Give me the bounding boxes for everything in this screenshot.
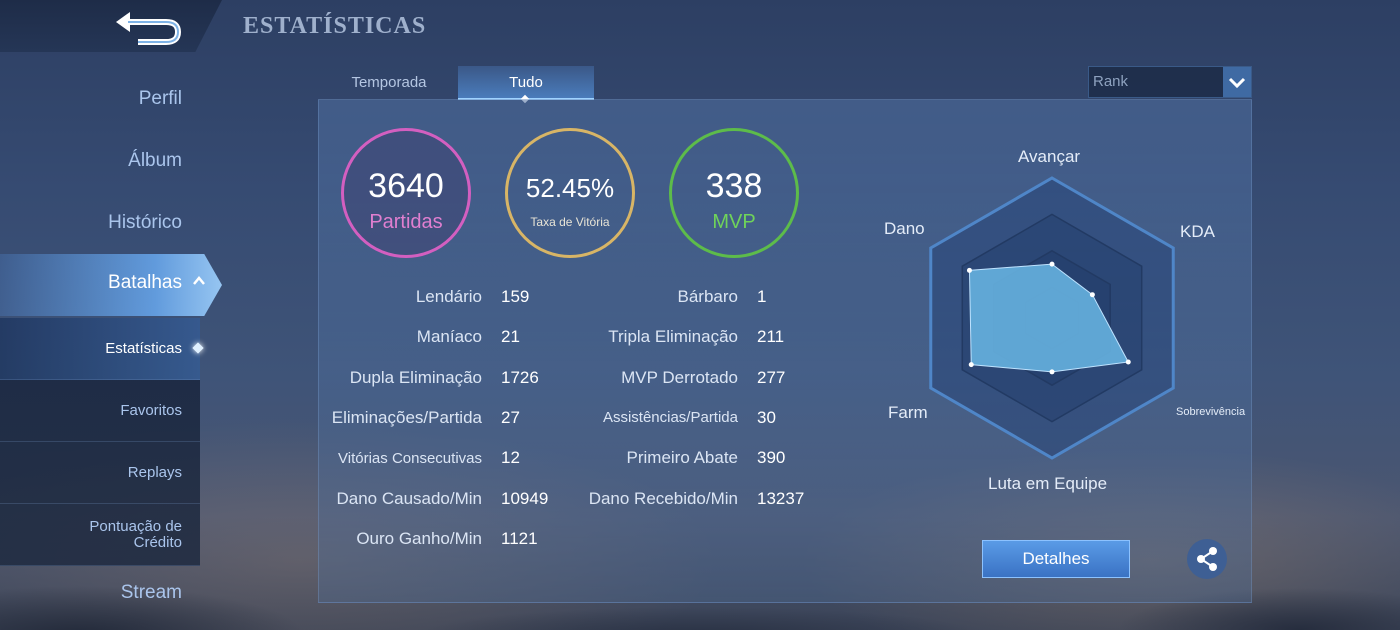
stat-label-assistencias: Assistências/Partida: [602, 409, 738, 426]
sidebar-item-perfil[interactable]: Perfil: [138, 88, 182, 109]
mvp-value: 338: [705, 167, 763, 205]
win-rate-ring: 52.45% Taxa de Vitória: [505, 128, 635, 258]
radar-label-kda: KDA: [1180, 222, 1215, 241]
dropdown-value: Rank: [1093, 73, 1129, 90]
active-indicator-icon: [192, 342, 204, 354]
stat-value-dupla: 1726: [501, 368, 539, 387]
sidebar-item-label: Batalhas: [108, 272, 182, 293]
stat-label-mvp-derrotado: MVP Derrotado: [621, 368, 738, 387]
sidebar-subnav: Estatísticas Favoritos Replays Pontuação…: [0, 318, 204, 566]
stat-label-maniaco: Maníaco: [416, 327, 482, 346]
radar-point: [1049, 261, 1055, 267]
radar-point: [966, 267, 972, 273]
back-button-container: [0, 0, 222, 52]
stat-value-ouro: 1121: [501, 529, 538, 548]
stat-value-primeiro-abate: 390: [757, 448, 786, 467]
page-title: ESTATÍSTICAS: [243, 13, 427, 39]
subnav-item-estatisticas[interactable]: Estatísticas: [0, 318, 204, 380]
radar-point: [1049, 369, 1055, 375]
stat-label-primeiro-abate: Primeiro Abate: [626, 448, 739, 467]
stat-value-lendario: 159: [501, 287, 530, 306]
sidebar-item-stream[interactable]: Stream: [120, 582, 182, 603]
back-button[interactable]: [108, 6, 188, 46]
stat-label-tripla: Tripla Eliminação: [608, 327, 738, 346]
subnav-item-label: Pontuação de Crédito: [89, 517, 182, 551]
stat-label-eliminacoes: Eliminações/Partida: [331, 408, 482, 427]
stat-label-dupla: Dupla Eliminação: [349, 368, 482, 387]
stat-value-maniaco: 21: [501, 327, 520, 346]
subnav-item-label: Replays: [127, 463, 182, 481]
dropdown-arrow: [1223, 67, 1251, 97]
share-icon: [1197, 547, 1217, 571]
subnav-item-pontuacao[interactable]: Pontuação de Crédito: [0, 504, 200, 566]
win-rate-label: Taxa de Vitória: [530, 215, 610, 229]
details-button[interactable]: Detalhes: [982, 540, 1130, 578]
tab-tudo[interactable]: Tudo: [458, 66, 594, 100]
subnav-item-favoritos[interactable]: Favoritos: [0, 380, 200, 442]
radar-points: [966, 261, 1131, 375]
radar-point: [1125, 359, 1131, 365]
stat-value-eliminacoes: 27: [501, 408, 520, 427]
chevron-down-icon: [1228, 77, 1246, 89]
chevron-up-icon: [193, 276, 205, 285]
mvp-label: MVP: [712, 211, 756, 233]
radar-label-sobrevivencia: Sobrevivência: [1176, 406, 1246, 418]
stat-value-tripla: 211: [757, 327, 785, 346]
stat-value-barbaro: 1: [757, 287, 767, 306]
stat-value-vitorias: 12: [501, 448, 520, 467]
stat-label-ouro: Ouro Ganho/Min: [356, 529, 482, 548]
tab-temporada[interactable]: Temporada: [351, 73, 427, 91]
sidebar-item-album[interactable]: Álbum: [128, 150, 182, 171]
radar-point: [968, 362, 974, 368]
mvp-ring: 338 MVP: [669, 128, 799, 258]
radar-label-avancar: Avançar: [1018, 147, 1081, 166]
sidebar: Perfil Álbum Histórico: [0, 62, 200, 630]
win-rate-value: 52.45%: [525, 173, 615, 203]
radar-label-luta: Luta em Equipe: [988, 474, 1108, 493]
matches-value: 3640: [368, 167, 444, 205]
stat-value-mvp-derrotado: 277: [757, 368, 786, 387]
matches-ring: 3640 Partidas: [341, 128, 471, 258]
stat-value-assistencias: 30: [757, 408, 776, 427]
subnav-item-replays[interactable]: Replays: [0, 442, 200, 504]
rank-filter-dropdown[interactable]: Rank: [1088, 66, 1252, 98]
stat-value-dano-causado: 10949: [501, 489, 549, 508]
share-button[interactable]: [1187, 539, 1227, 579]
radar-point: [1089, 292, 1095, 298]
radar-label-farm: Farm: [888, 403, 928, 422]
radar-label-dano: Dano: [884, 219, 925, 238]
back-arrow-icon: [116, 12, 182, 45]
stat-value-dano-recebido: 13237: [757, 489, 805, 508]
matches-label: Partidas: [369, 211, 443, 233]
sidebar-item-historico[interactable]: Histórico: [108, 212, 182, 233]
subnav-item-label: Estatísticas: [105, 339, 182, 357]
stat-label-dano-causado: Dano Causado/Min: [336, 489, 482, 508]
stat-label-vitorias: Vitórias Consecutivas: [338, 450, 482, 467]
stat-label-dano-recebido: Dano Recebido/Min: [588, 489, 738, 508]
radar-chart: [929, 176, 1175, 460]
stat-label-lendario: Lendário: [415, 287, 482, 306]
sidebar-item-batalhas[interactable]: Batalhas: [0, 254, 222, 316]
subnav-item-label: Favoritos: [120, 401, 182, 419]
stat-label-barbaro: Bárbaro: [677, 287, 738, 306]
